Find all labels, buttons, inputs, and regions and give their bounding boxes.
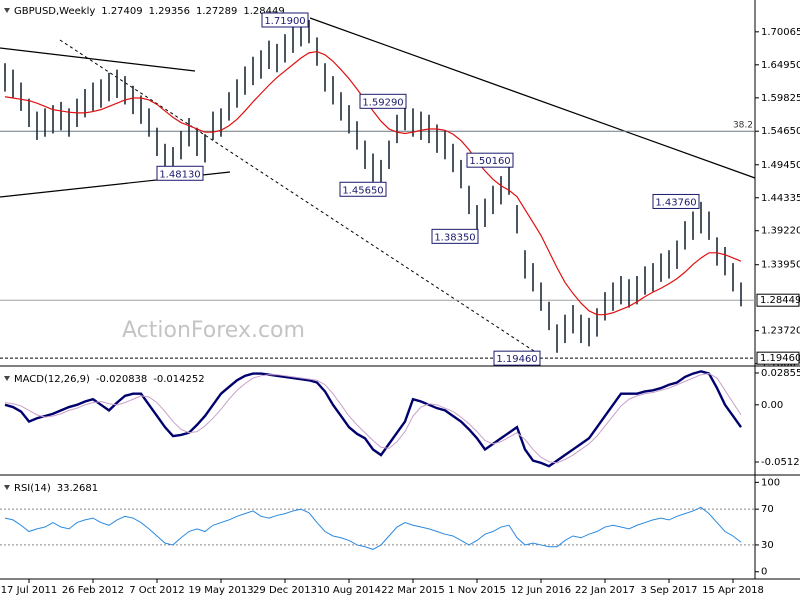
annotation-box [652,193,700,209]
last-price-label: 1.28449 [760,295,800,306]
fib-label: 38.2 [733,121,753,131]
x-tick-label: 22 Mar 2015 [381,585,444,596]
x-tick-label: 15 Apr 2018 [702,585,764,596]
axis-label-box [756,351,800,365]
annotation-box [156,165,204,181]
series-line [4,506,742,550]
x-tick-label: 17 Jul 2011 [1,585,58,596]
annotation-box [339,181,387,197]
annotation-label: 1.59290 [362,97,403,108]
panel-header: RSI(14) 33.2681 [14,483,98,494]
x-tick-label: 19 May 2013 [188,585,253,596]
annotation-box [431,228,479,244]
header-icon [4,376,10,381]
y-tick-label: 1.49450 [761,160,800,171]
x-tick-label: 12 Jun 2016 [511,585,571,596]
readout-value: -0.014252 [153,374,204,385]
annotation-label: 1.38350 [434,232,475,243]
x-tick-label: 1 Nov 2015 [448,585,506,596]
readout-value: -0.020838 [96,374,147,385]
x-tick-label: 22 Jan 2017 [575,585,635,596]
readout-value: 1.27409 [101,6,142,17]
annotation-box [466,152,514,168]
y-tick-label: -0.05124 [761,457,800,468]
y-tick-label: 1.23720 [761,326,800,337]
y-tick-label: 0.02855 [761,368,800,379]
annotation-box [359,93,407,109]
panel-title: GBPUSD,Weekly [14,6,95,17]
y-tick-label: 0.00 [761,400,783,411]
panel-title: MACD(12,26,9) [14,374,90,385]
y-tick-label: 1.39220 [761,226,800,237]
readout-value: 1.28449 [243,6,284,17]
x-tick-label: 26 Feb 2012 [62,585,124,596]
readout-value: 1.27289 [196,6,237,17]
annotation-label: 1.48130 [159,169,200,180]
panel-header: MACD(12,26,9) -0.020838 -0.014252 [14,374,205,385]
annotation-label: 1.50160 [469,156,510,167]
y-tick-label: 1.33950 [761,260,800,271]
y-tick-label: 70 [761,504,774,515]
y-tick-label: 1.70065 [761,27,800,38]
annotation-label: 1.45650 [342,185,383,196]
axis-label-box [756,293,800,307]
trend-line [309,17,756,179]
y-tick-label: 1.64950 [761,60,800,71]
annotation-label: 1.71900 [264,16,305,27]
annotation-label: 1.43760 [655,197,696,208]
header-icon [4,485,10,490]
series-line [4,373,742,464]
y-tick-label: 1.59825 [761,93,800,104]
readout-value: 33.2681 [57,483,98,494]
plot-layer: GBPUSD,Weekly 1.27409 1.29356 1.27289 1.2844… [0,6,800,596]
x-tick-label: 7 Oct 2012 [129,585,184,596]
watermark: ActionForex.com [122,318,305,343]
y-tick-label: 30 [761,540,774,551]
trend-line [0,47,196,72]
annotation-box [493,350,541,366]
y-tick-label: 0 [761,567,767,578]
y-tick-label: 1.44335 [761,193,800,204]
x-tick-label: 10 Aug 2014 [317,585,381,596]
panel-header: GBPUSD,Weekly 1.27409 1.29356 1.27289 1.2844… [14,6,285,17]
panel-title: RSI(14) [14,483,51,494]
y-tick-label: 1.54650 [761,126,800,137]
series-line [4,50,742,316]
annotation-box [261,12,309,28]
readout-value: 1.29356 [149,6,190,17]
axis-level-label: 1.19460 [760,353,800,364]
series-line [4,370,742,468]
x-tick-label: 29 Dec 2013 [253,585,317,596]
annotation-label: 1.19460 [496,354,537,365]
y-tick-label: 100 [761,477,780,488]
header-icon [4,8,10,13]
x-tick-label: 3 Sep 2017 [640,585,697,596]
